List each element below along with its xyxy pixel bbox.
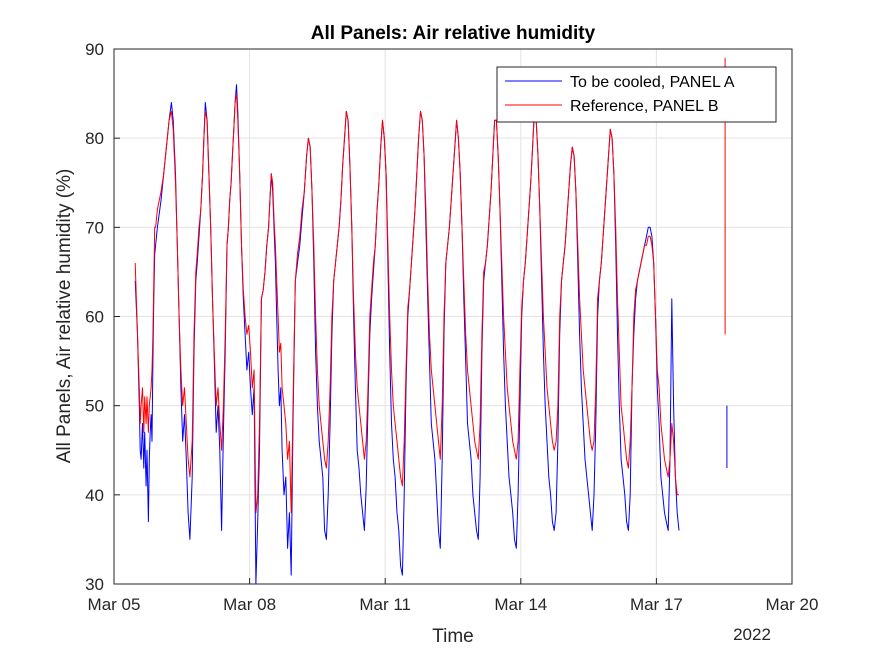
y-tick-label: 40 xyxy=(85,486,104,505)
x-axis-label: Time xyxy=(432,626,474,647)
series-line-panel-a xyxy=(134,84,680,585)
y-tick-label: 90 xyxy=(85,40,104,59)
x-tick-label: Mar 05 xyxy=(88,595,141,614)
x-axis-year-label: 2022 xyxy=(733,625,771,644)
y-tick-label: 80 xyxy=(85,129,104,148)
legend: To be cooled, PANEL A Reference, PANEL B xyxy=(496,66,777,123)
x-tick-label: Mar 08 xyxy=(223,595,276,614)
x-tick-label: Mar 14 xyxy=(494,595,547,614)
legend-label-panel-b: Reference, PANEL B xyxy=(570,98,719,115)
y-tick-label: 50 xyxy=(85,397,104,416)
legend-label-panel-a: To be cooled, PANEL A xyxy=(570,74,735,91)
x-tick-label: Mar 20 xyxy=(766,595,819,614)
x-tick-label: Mar 11 xyxy=(359,595,411,614)
y-axis: 30 40 50 60 70 80 90 xyxy=(85,40,120,594)
y-tick-label: 70 xyxy=(85,218,104,237)
y-tick-label: 30 xyxy=(85,575,104,594)
y-axis-label: All Panels, Air relative humidity (%) xyxy=(54,169,75,464)
y-tick-label: 60 xyxy=(85,308,104,327)
x-axis: Mar 05 Mar 08 Mar 11 Mar 14 Mar 17 Mar 20 xyxy=(88,578,819,614)
legend-box xyxy=(496,66,777,123)
series-line-panel-b xyxy=(134,93,679,514)
chart-title: All Panels: Air relative humidity xyxy=(311,23,596,44)
x-tick-label: Mar 17 xyxy=(630,595,683,614)
